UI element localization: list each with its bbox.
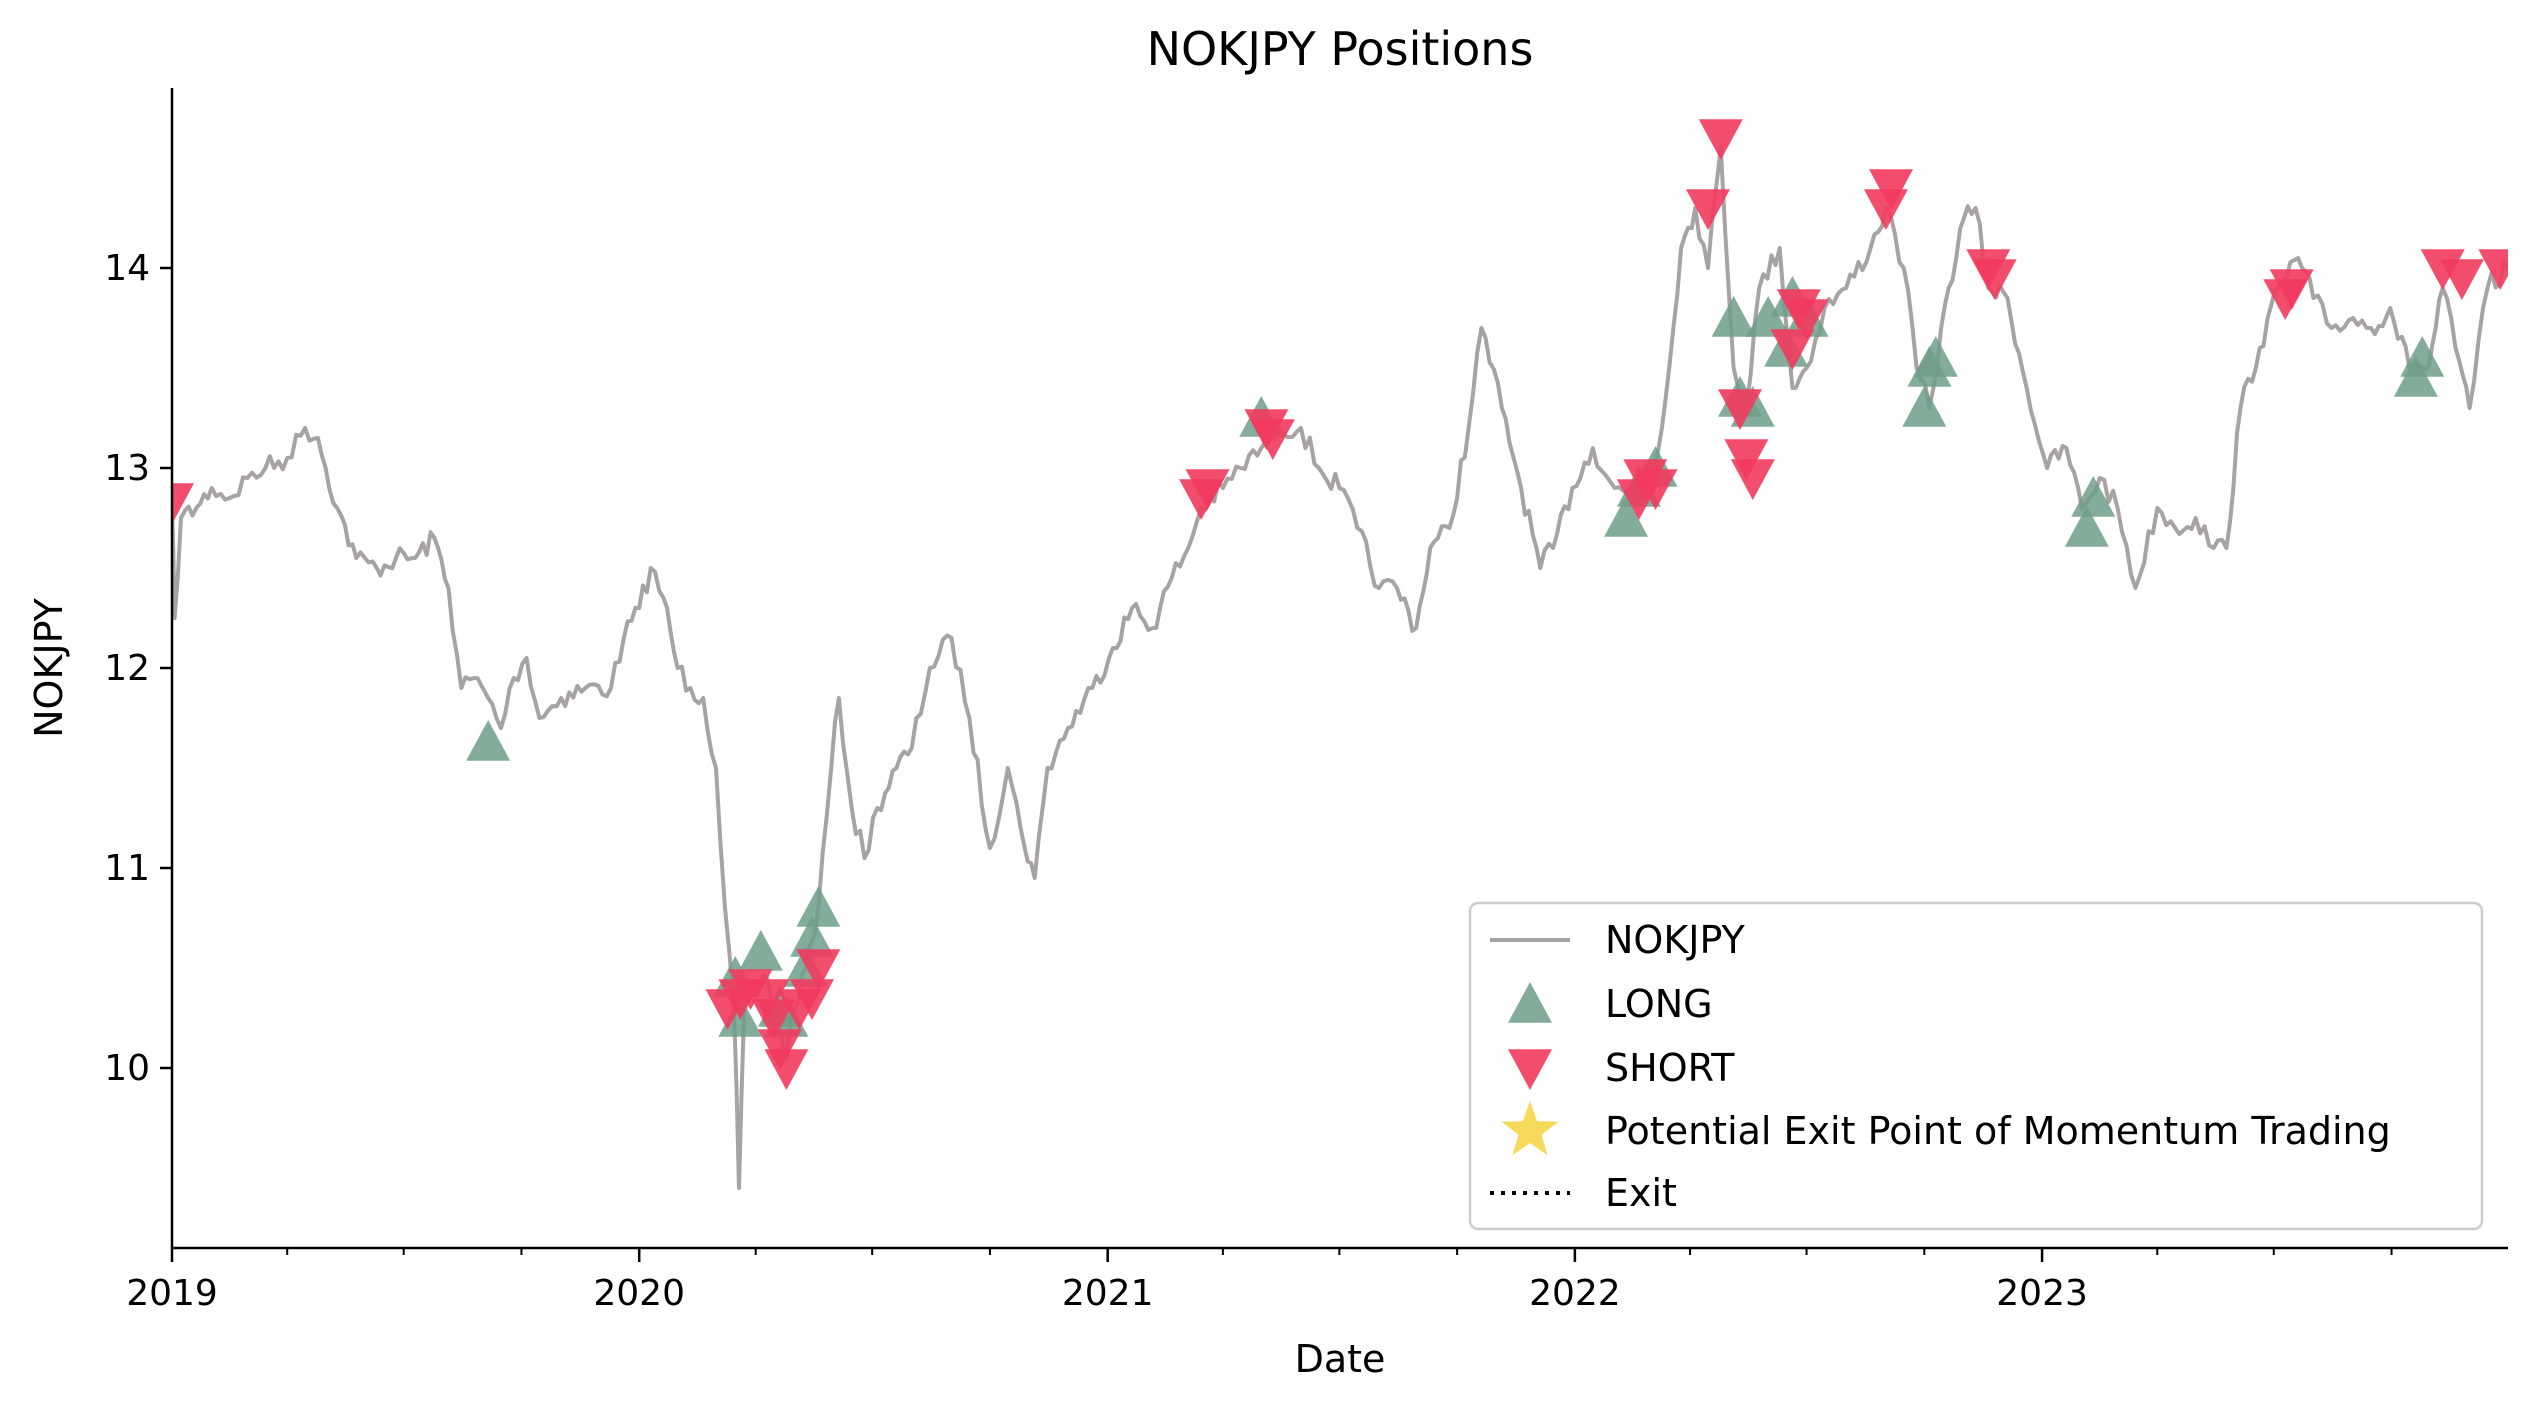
x-tick-label: 2020	[593, 1273, 685, 1314]
long-marker	[2071, 476, 2116, 517]
x-tick-label: 2021	[1062, 1273, 1154, 1314]
short-marker	[1863, 189, 1908, 230]
y-tick-label: 10	[104, 1048, 150, 1089]
legend-label: LONG	[1605, 982, 1713, 1026]
legend: NOKJPY LONG SHORT Potential Exit Point of M…	[1468, 901, 2484, 1231]
short-marker	[751, 999, 796, 1040]
long-marker	[1604, 496, 1649, 537]
long-marker	[738, 930, 783, 971]
y-tick-label: 13	[104, 448, 150, 489]
short-marker	[1730, 459, 1775, 500]
short-marker	[1869, 169, 1914, 210]
legend-long-handle	[1508, 982, 1552, 1023]
short-marker	[1770, 329, 1815, 370]
y-axis-title: NOKJPY	[27, 597, 71, 738]
long-marker	[1746, 296, 1791, 337]
axes: 10 11 12 13 14 2019 2020 2021 2022 2023	[104, 88, 2508, 1314]
short-marker	[1250, 419, 1295, 460]
legend-label: Exit	[1605, 1171, 1677, 1215]
long-marker	[790, 916, 834, 957]
x-axis-title: Date	[1295, 1337, 1386, 1381]
short-marker	[764, 1049, 809, 1090]
long-marker	[1711, 296, 1756, 337]
y-tick-label: 11	[104, 848, 150, 889]
legend-short-handle	[1508, 1049, 1552, 1090]
long-marker	[466, 720, 511, 761]
x-tick-label: 2023	[1996, 1273, 2088, 1314]
short-marker	[1784, 299, 1829, 340]
short-marker	[1698, 119, 1743, 160]
short-marker	[1185, 469, 1230, 510]
price-line	[172, 146, 2508, 1190]
short-marker	[2439, 259, 2484, 300]
y-tick-label: 12	[104, 648, 150, 689]
long-marker	[1913, 336, 1958, 377]
short-marker	[1718, 389, 1762, 430]
legend-label: Potential Exit Point of Momentum Trading	[1605, 1109, 2391, 1153]
short-marker	[2478, 249, 2508, 290]
long-marker	[1902, 386, 1947, 427]
y-tick-label: 14	[104, 248, 150, 289]
short-marker	[1633, 469, 1678, 510]
x-tick-label: 2019	[126, 1273, 218, 1314]
chart-title: NOKJPY Positions	[1147, 22, 1534, 76]
short-marker	[2269, 269, 2314, 310]
long-marker	[796, 886, 841, 927]
short-marker	[1686, 189, 1730, 230]
long-marker	[2064, 506, 2109, 547]
legend-label: SHORT	[1605, 1046, 1735, 1090]
short-marker	[790, 979, 834, 1020]
short-marker	[172, 483, 194, 524]
plot-area	[172, 119, 2508, 1190]
legend-label: NOKJPY	[1605, 918, 1746, 962]
short-marker	[796, 949, 841, 990]
short-marker	[1972, 259, 2017, 300]
legend-star-icon	[1501, 1101, 1559, 1156]
long-marker	[2400, 336, 2445, 377]
x-tick-label: 2022	[1529, 1273, 1621, 1314]
legend-box	[1468, 901, 2484, 1231]
